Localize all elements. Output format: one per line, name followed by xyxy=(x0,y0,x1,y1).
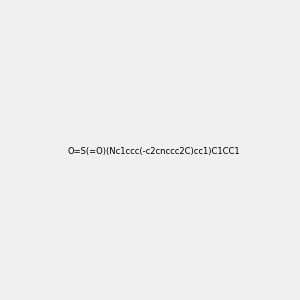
Text: O=S(=O)(Nc1ccc(-c2cnccc2C)cc1)C1CC1: O=S(=O)(Nc1ccc(-c2cnccc2C)cc1)C1CC1 xyxy=(68,147,240,156)
